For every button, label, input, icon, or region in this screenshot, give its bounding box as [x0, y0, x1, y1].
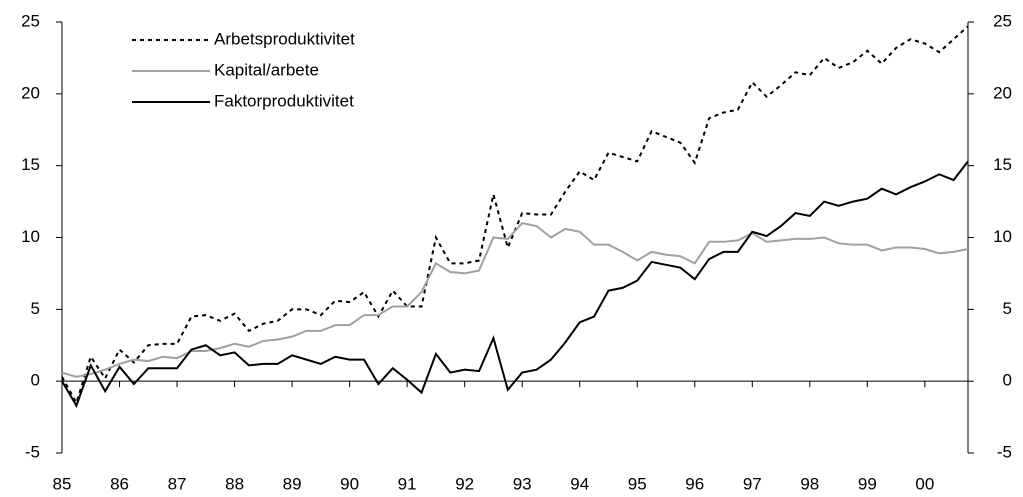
y2-tick-label: -5 — [997, 442, 1012, 461]
y-tick-label: 15 — [21, 155, 40, 174]
y2-tick-label: 10 — [993, 227, 1012, 246]
y-tick-label: 20 — [21, 83, 40, 102]
x-tick-label: 92 — [455, 474, 474, 493]
x-tick-label: 96 — [685, 474, 704, 493]
y-tick-label: 25 — [21, 11, 40, 30]
legend-label: Faktorproduktivitet — [214, 91, 354, 110]
x-tick-label: 90 — [340, 474, 359, 493]
legend-label: Arbetsproduktivitet — [214, 29, 355, 48]
x-tick-label: 91 — [398, 474, 417, 493]
series-line — [61, 160, 969, 408]
x-tick-label: 94 — [570, 474, 589, 493]
y-tick-label: 0 — [31, 371, 40, 390]
x-tick-label: 86 — [110, 474, 129, 493]
x-tick-label: 97 — [743, 474, 762, 493]
x-tick-label: 89 — [283, 474, 302, 493]
x-tick-label: 88 — [225, 474, 244, 493]
x-tick-label: 95 — [628, 474, 647, 493]
x-tick-label: 87 — [168, 474, 187, 493]
y2-tick-label: 0 — [1003, 371, 1012, 390]
series-line — [61, 222, 969, 378]
y2-tick-label: 15 — [993, 155, 1012, 174]
x-tick-label: 85 — [53, 474, 72, 493]
x-tick-label: 00 — [915, 474, 934, 493]
y-tick-label: 10 — [21, 227, 40, 246]
x-tick-label: 93 — [513, 474, 532, 493]
y2-tick-label: 5 — [1003, 299, 1012, 318]
y2-tick-label: 20 — [993, 83, 1012, 102]
series-line — [61, 25, 969, 406]
legend-label: Kapital/arbete — [214, 60, 319, 79]
y-tick-label: -5 — [25, 442, 40, 461]
x-tick-label: 99 — [858, 474, 877, 493]
y-tick-label: 5 — [31, 299, 40, 318]
y2-tick-label: 25 — [993, 11, 1012, 30]
x-tick-label: 98 — [800, 474, 819, 493]
